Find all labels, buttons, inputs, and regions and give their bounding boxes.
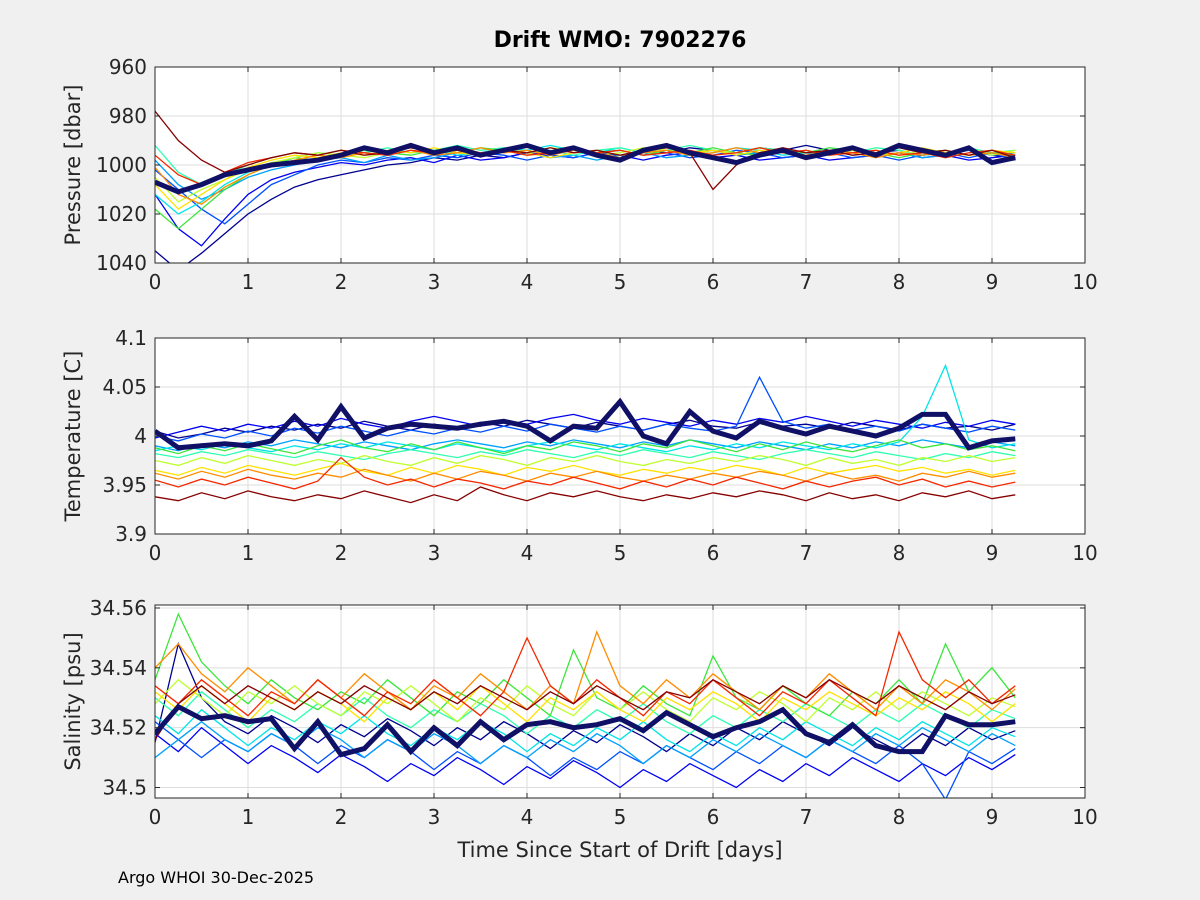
x-tick-label: 10 <box>1072 805 1097 829</box>
series-line-cycle-10 <box>155 468 1016 482</box>
x-tick-label: 1 <box>242 270 255 294</box>
x-axis-label: Time Since Start of Drift [days] <box>457 838 783 862</box>
bold-series-line <box>155 397 1016 451</box>
series-line-cycle-11 <box>155 456 1016 490</box>
series-line-cycle-12 <box>155 486 1016 504</box>
y-tick-label: 1020 <box>96 202 147 226</box>
x-tick-label: 4 <box>521 805 534 829</box>
x-tick-label: 6 <box>707 270 720 294</box>
x-tick-label: 6 <box>707 541 720 565</box>
x-tick-label: 0 <box>149 541 162 565</box>
axis-box <box>154 604 1086 799</box>
series-line-cycle-07 <box>155 439 1016 455</box>
x-tick-label: 7 <box>800 270 813 294</box>
x-tick-label: 2 <box>335 805 348 829</box>
series-line-cycle-09 <box>155 462 1016 476</box>
x-tick-label: 6 <box>707 805 720 829</box>
temperature-y-axis-label: Temperature [C] <box>61 351 85 523</box>
x-tick-label: 9 <box>986 541 999 565</box>
x-tick-label: 1 <box>242 805 255 829</box>
series-line-cycle-05 <box>155 708 1016 753</box>
y-tick-label: 34.5 <box>102 776 147 800</box>
y-tick-label: 34.56 <box>90 596 147 620</box>
x-tick-label: 7 <box>800 805 813 829</box>
bold-series-line <box>155 142 1016 195</box>
y-tick-label: 34.54 <box>90 656 147 680</box>
footer-annotation: Argo WHOI 30-Dec-2025 <box>118 868 315 887</box>
y-tick-label: 1000 <box>96 153 147 177</box>
bold-series-line <box>155 703 1016 758</box>
x-tick-label: 8 <box>893 805 906 829</box>
x-tick-label: 4 <box>521 541 534 565</box>
x-tick-label: 9 <box>986 270 999 294</box>
y-tick-label: 4.05 <box>102 375 147 399</box>
axis-box <box>154 337 1086 535</box>
x-tick-label: 5 <box>614 805 627 829</box>
x-tick-label: 0 <box>149 805 162 829</box>
tick-labels: 0 1 2 3 4 5 6 7 8 9 10 960 980 1000 1020 1040 <box>96 55 1098 294</box>
y-tick-label: 34.52 <box>90 716 147 740</box>
series-line-cycle-12 <box>155 679 1016 741</box>
series-line-cycle-08 <box>155 454 1016 467</box>
series-line-cycle-08 <box>155 678 1016 723</box>
series-line-cycle-06 <box>155 449 1016 461</box>
salinity-plot: 0 1 2 3 4 5 6 7 8 9 10 34.5 34.52 34.54 34.56Salinity … <box>61 596 1098 829</box>
x-tick-label: 7 <box>800 541 813 565</box>
figure-title: Drift WMO: 7902276 <box>493 28 747 53</box>
y-tick-label: 4.1 <box>115 326 147 350</box>
y-tick-label: 3.95 <box>102 473 147 497</box>
x-tick-label: 8 <box>893 270 906 294</box>
x-tick-label: 9 <box>986 805 999 829</box>
tick-labels: 0 1 2 3 4 5 6 7 8 9 10 34.5 34.52 34.54 34.56 <box>90 596 1098 829</box>
y-tick-label: 3.9 <box>115 522 147 546</box>
y-tick-label: 960 <box>109 55 147 79</box>
x-tick-label: 4 <box>521 270 534 294</box>
pressure-y-axis-label: Pressure [dbar] <box>61 85 85 246</box>
x-tick-label: 0 <box>149 270 162 294</box>
x-tick-label: 2 <box>335 270 348 294</box>
pressure-plot: 0 1 2 3 4 5 6 7 8 9 10 960 980 1000 1020 1040 Pressure [… <box>61 55 1098 294</box>
temperature-plot: 0 1 2 3 4 5 6 7 8 9 10 3.9 3.95 4 4.05 4.1 Temperature [… <box>61 326 1098 565</box>
x-tick-label: 3 <box>428 270 441 294</box>
salinity-y-axis-label: Salinity [psu] <box>61 632 85 770</box>
x-tick-label: 2 <box>335 541 348 565</box>
series-line-cycle-02 <box>155 726 1016 789</box>
x-tick-label: 1 <box>242 541 255 565</box>
y-tick-label: 980 <box>109 104 147 128</box>
x-tick-label: 3 <box>428 805 441 829</box>
series-line-cycle-03 <box>155 375 1016 442</box>
x-tick-label: 10 <box>1072 541 1097 565</box>
x-tick-label: 8 <box>893 541 906 565</box>
x-tick-label: 10 <box>1072 270 1097 294</box>
y-tick-label: 1040 <box>96 251 147 275</box>
series-line-cycle-03 <box>155 721 1016 798</box>
x-tick-label: 5 <box>614 270 627 294</box>
x-tick-label: 3 <box>428 541 441 565</box>
series-line-cycle-11 <box>155 630 1016 717</box>
axis-box <box>154 66 1086 264</box>
y-tick-label: 4 <box>134 424 147 448</box>
x-tick-label: 5 <box>614 541 627 565</box>
tick-labels: 0 1 2 3 4 5 6 7 8 9 10 3.9 3.95 4 4.05 4.1 <box>102 326 1097 565</box>
series-line-cycle-04 <box>155 439 1016 452</box>
